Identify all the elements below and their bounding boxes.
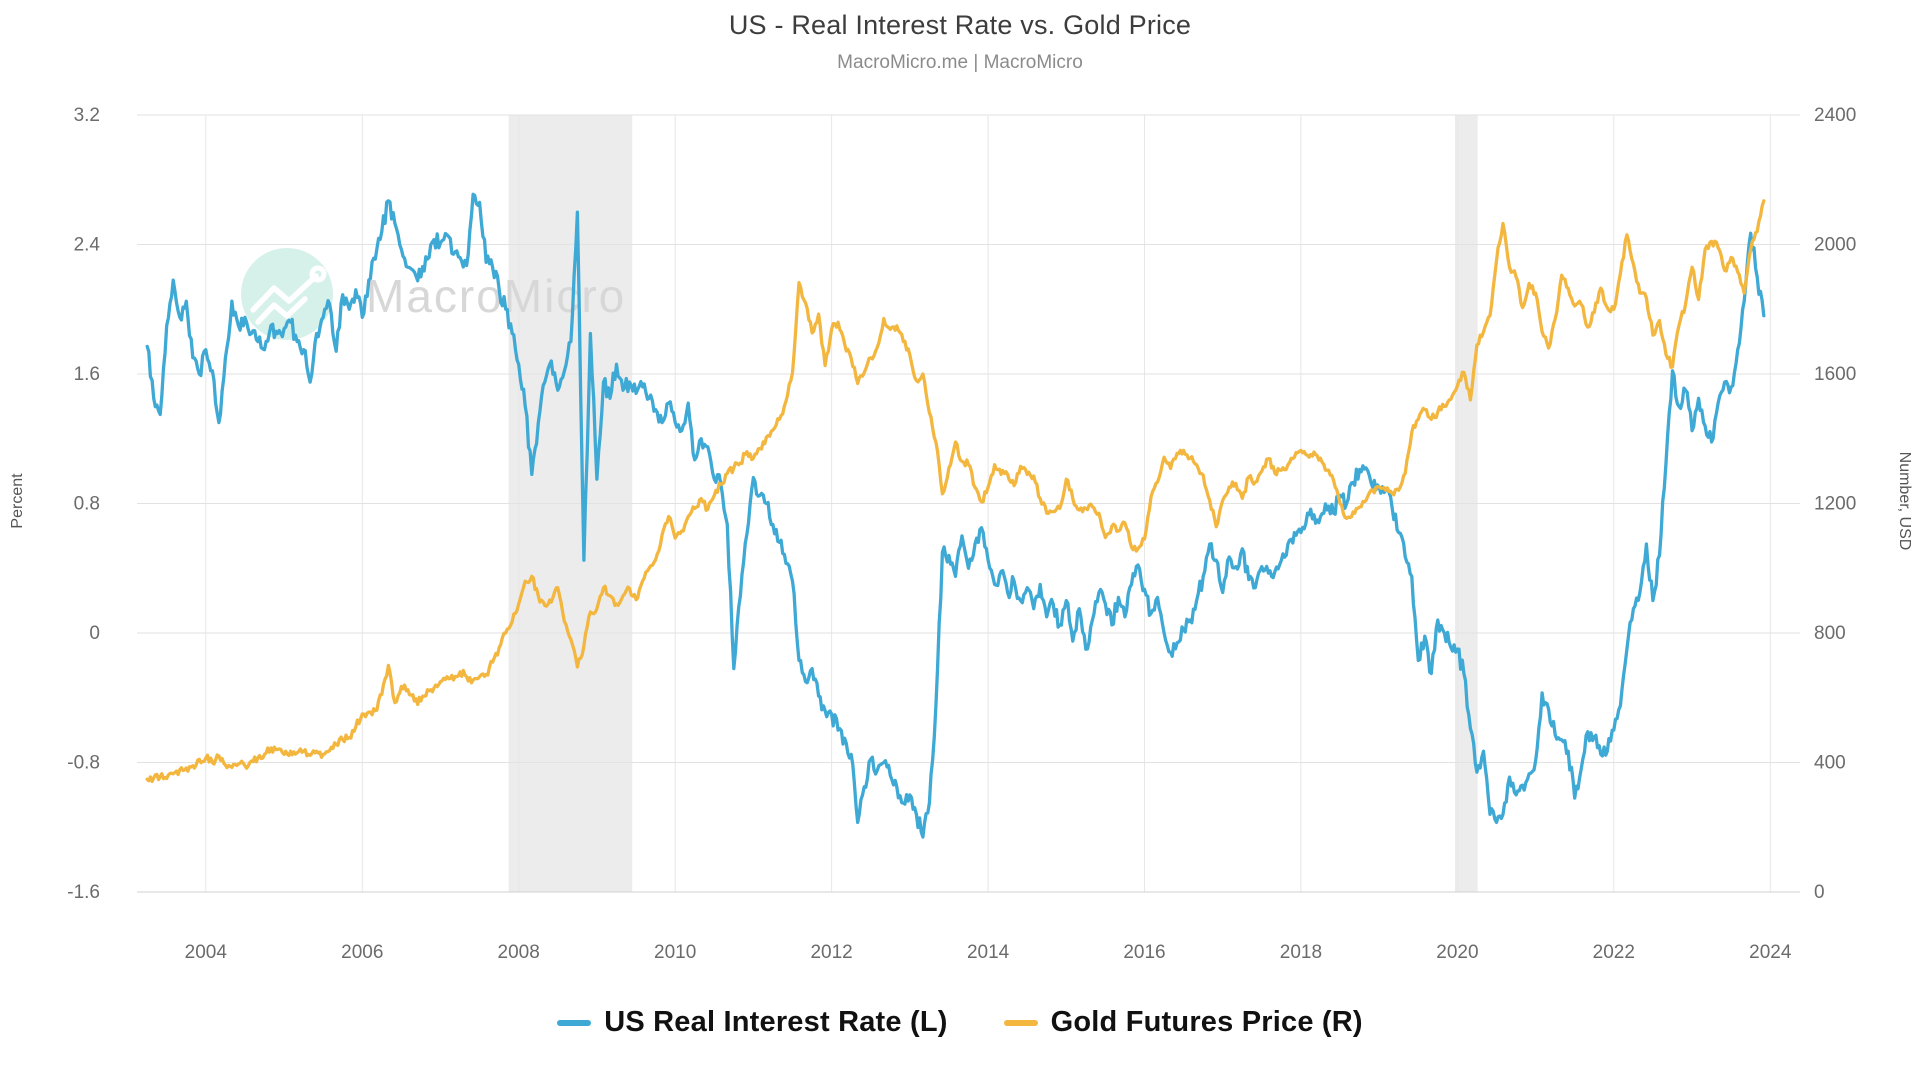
logo-zigzag-icon [255, 296, 308, 325]
x-tick-label: 2006 [341, 942, 383, 963]
legend-label: US Real Interest Rate (L) [604, 1006, 948, 1038]
y-left-tick-label: -1.6 [67, 882, 100, 903]
x-tick-label: 2004 [185, 942, 228, 963]
x-tick-label: 2020 [1436, 942, 1478, 963]
y-axis-title-right: Number, USD [1896, 451, 1913, 551]
x-tick-label: 2008 [498, 942, 540, 963]
y-right-tick-label: 2000 [1814, 235, 1856, 256]
x-tick-label: 2016 [1123, 942, 1165, 963]
x-tick-label: 2022 [1593, 942, 1635, 963]
y-right-tick-label: 400 [1814, 753, 1846, 774]
plot-area[interactable] [137, 115, 1800, 892]
x-tick-label: 2010 [654, 942, 696, 963]
series-line-us-real-interest-rate [145, 192, 1766, 839]
y-right-tick-label: 0 [1814, 882, 1825, 903]
legend-label: Gold Futures Price (R) [1050, 1006, 1363, 1038]
y-right-tick-label: 1600 [1814, 364, 1856, 385]
y-left-tick-label: 1.6 [74, 364, 100, 385]
series-line-gold-futures-price [145, 199, 1766, 784]
x-tick-label: 2024 [1749, 942, 1792, 963]
y-left-tick-label: 3.2 [74, 105, 100, 126]
y-axis-title-left: Percent [9, 473, 26, 529]
y-right-tick-label: 800 [1814, 623, 1846, 644]
chart-subtitle: MacroMicro.me | MacroMicro [837, 52, 1083, 73]
x-tick-label: 2018 [1280, 942, 1322, 963]
y-right-tick-label: 1200 [1814, 494, 1856, 515]
legend-dash-gold-icon [1003, 1019, 1038, 1026]
logo-zigzag-icon [250, 273, 319, 313]
legend-dash-blue-icon [557, 1019, 592, 1026]
logo-dot-icon [309, 265, 327, 283]
legend-item-us-real-interest-rate[interactable]: US Real Interest Rate (L) [557, 1006, 947, 1039]
y-left-tick-label: 0 [89, 623, 100, 644]
y-left-tick-label: 2.4 [74, 235, 101, 256]
legend-item-gold-futures-price[interactable]: Gold Futures Price (R) [1003, 1006, 1363, 1039]
y-right-tick-label: 2400 [1814, 105, 1856, 126]
page-title: US - Real Interest Rate vs. Gold Price [728, 10, 1192, 40]
y-left-tick-label: 0.8 [74, 494, 100, 515]
x-tick-label: 2012 [810, 942, 852, 963]
chart-legend: US Real Interest Rate (L) Gold Futures P… [0, 1006, 1920, 1039]
x-tick-label: 2014 [967, 942, 1010, 963]
y-left-tick-label: -0.8 [67, 753, 100, 774]
